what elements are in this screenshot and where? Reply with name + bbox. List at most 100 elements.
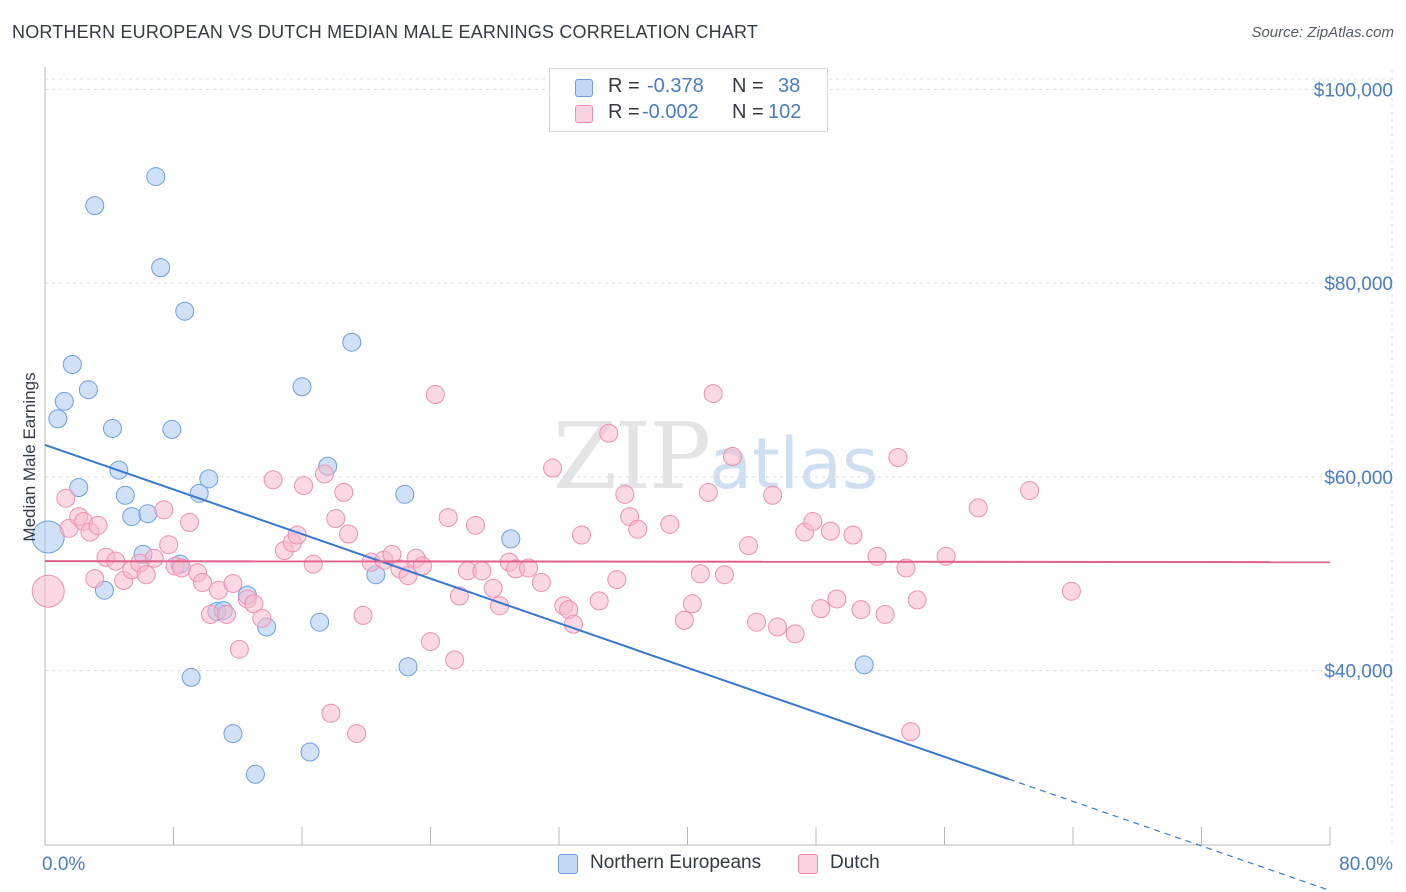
dutch-point — [425, 385, 445, 405]
bottom-legend-label: Dutch — [830, 852, 880, 873]
dutch-point — [1061, 581, 1081, 601]
northern-europeans-point — [310, 612, 330, 632]
dutch-point — [763, 485, 783, 505]
dutch-point — [200, 604, 220, 624]
dutch-point — [294, 476, 314, 496]
dutch-point — [303, 554, 323, 574]
dutch-point — [31, 574, 65, 608]
legend-swatch-pink — [575, 105, 593, 123]
dutch-point — [811, 599, 831, 619]
dutch-point — [589, 591, 609, 611]
legend-row-dutch: R = -0.002 N = 102 — [550, 101, 827, 129]
northern-europeans-point — [300, 742, 320, 762]
dutch-point — [326, 509, 346, 529]
y-axis-label: Median Male Earnings — [20, 372, 39, 541]
legend-n-label: N = — [732, 75, 764, 97]
dutch-point — [223, 573, 243, 593]
northern-europeans-point — [102, 418, 122, 438]
northern-europeans-point — [54, 391, 74, 411]
dutch-point — [607, 570, 627, 590]
y-tick-label: $60,000 — [1324, 468, 1393, 489]
legend-r-label: R = — [608, 75, 640, 97]
dutch-point — [412, 556, 432, 576]
dutch-point — [314, 464, 334, 484]
northern-europeans-point — [48, 409, 68, 429]
dutch-point — [438, 508, 458, 528]
legend-r-value: -0.378 — [647, 75, 704, 97]
dutch-point — [1020, 480, 1040, 500]
northern-europeans-point — [342, 332, 362, 352]
dutch-point — [820, 521, 840, 541]
northern-europeans-point — [292, 377, 312, 397]
dutch-point — [747, 612, 767, 632]
dutch-point — [739, 536, 759, 556]
dutch-point — [229, 639, 249, 659]
bottom-legend-swatch-pink — [798, 854, 818, 874]
dutch-point — [714, 565, 734, 585]
dutch-point — [767, 617, 787, 637]
dutch-point — [599, 423, 619, 443]
dutch-point — [851, 600, 871, 620]
dutch-point — [144, 548, 164, 568]
dutch-point — [88, 515, 108, 535]
northern-europeans-point — [162, 419, 182, 439]
dutch-point — [56, 488, 76, 508]
dutch-point — [703, 384, 723, 404]
x-tick-label-min: 0.0% — [42, 854, 85, 875]
dutch-point — [449, 586, 469, 606]
axes — [44, 67, 1331, 846]
dutch-point — [518, 558, 538, 578]
dutch-point — [722, 447, 742, 467]
dutch-point — [660, 514, 680, 534]
dutch-point — [347, 724, 367, 744]
dutch-point — [334, 482, 354, 502]
northern-europeans-point — [199, 469, 219, 489]
northern-europeans-point — [175, 301, 195, 321]
dutch-point — [445, 650, 465, 670]
dutch-point — [628, 519, 648, 539]
legend-r-label: R = — [608, 101, 640, 123]
dutch-point — [321, 703, 341, 723]
legend-n-value: 102 — [768, 101, 802, 123]
bottom-legend-swatch-blue — [558, 854, 578, 874]
data-points — [31, 167, 1081, 784]
dutch-point — [252, 608, 272, 628]
dutch-point — [85, 569, 105, 589]
northern-europeans-point — [122, 507, 142, 527]
northern-europeans-point — [62, 355, 82, 374]
dutch-point — [803, 511, 823, 531]
northern-europeans-point — [69, 478, 89, 498]
dutch-point — [936, 546, 956, 566]
northern-europeans-point — [146, 167, 166, 187]
dutch-point — [136, 565, 156, 585]
northern-europeans-point — [115, 485, 135, 505]
dutch-point — [875, 604, 895, 624]
dutch-point — [531, 572, 551, 592]
legend-row-northern-europeans: R = -0.378 N = 38 — [550, 75, 827, 103]
dutch-point — [896, 558, 916, 578]
dutch-point — [244, 594, 264, 614]
dutch-point — [154, 500, 174, 520]
dutch-point — [192, 572, 212, 592]
dutch-point — [571, 525, 591, 545]
dutch-point — [339, 524, 359, 544]
dutch-point — [180, 512, 200, 532]
y-tick-label: $40,000 — [1324, 662, 1393, 683]
grid-lines — [45, 70, 1393, 845]
northern-europeans-point — [78, 380, 98, 400]
dutch-point — [615, 484, 635, 504]
dutch-point — [483, 578, 503, 598]
northern-europeans-point — [181, 667, 201, 687]
legend-n-value: 38 — [778, 75, 801, 97]
northern-europeans-point — [223, 724, 243, 744]
dutch-point — [968, 498, 988, 518]
dutch-point — [901, 722, 921, 742]
correlation-legend: R = -0.378 N = 38 R = -0.002 N = 102 — [549, 68, 828, 132]
northern-europeans-point — [138, 504, 158, 524]
dutch-point — [543, 458, 563, 478]
chart-title: NORTHERN EUROPEAN VS DUTCH MEDIAN MALE E… — [12, 22, 759, 42]
dutch-point — [353, 605, 373, 625]
dutch-point — [159, 535, 179, 555]
dutch-point — [465, 515, 485, 535]
